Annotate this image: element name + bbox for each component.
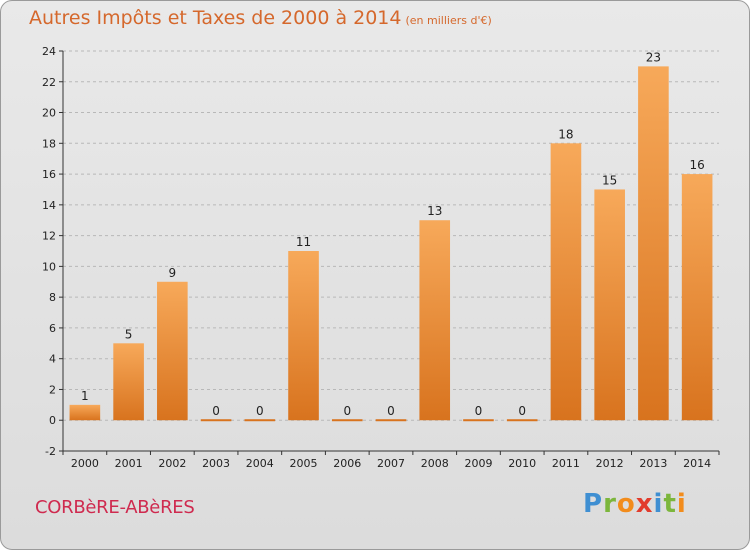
chart-title: Autres Impôts et Taxes de 2000 à 2014 (en… bbox=[29, 7, 492, 29]
x-tick-label: 2010 bbox=[508, 457, 536, 470]
bar bbox=[331, 419, 363, 422]
bar bbox=[375, 419, 407, 422]
x-tick-label: 2008 bbox=[421, 457, 449, 470]
y-tick-label: 24 bbox=[42, 45, 56, 58]
bar bbox=[550, 143, 582, 421]
y-tick-label: 14 bbox=[42, 199, 56, 212]
x-tick-label: 2005 bbox=[290, 457, 318, 470]
data-label: 11 bbox=[296, 235, 311, 249]
y-tick-label: -2 bbox=[45, 445, 56, 458]
x-tick-label: 2000 bbox=[71, 457, 99, 470]
data-label: 9 bbox=[169, 266, 177, 280]
bar bbox=[681, 174, 713, 421]
y-tick-label: 0 bbox=[49, 414, 56, 427]
data-label: 0 bbox=[387, 404, 395, 418]
chart-title-text: Autres Impôts et Taxes de 2000 à 2014 bbox=[29, 7, 402, 29]
x-tick-label: 2012 bbox=[596, 457, 624, 470]
data-label: 0 bbox=[475, 404, 483, 418]
x-tick-label: 2014 bbox=[683, 457, 711, 470]
bar bbox=[200, 419, 232, 422]
x-tick-label: 2006 bbox=[333, 457, 361, 470]
logo-letter: P bbox=[583, 489, 604, 519]
x-tick-label: 2004 bbox=[246, 457, 274, 470]
data-label: 1 bbox=[81, 389, 89, 403]
y-tick-label: 22 bbox=[42, 76, 56, 89]
data-label: 18 bbox=[558, 127, 573, 141]
bar bbox=[594, 189, 625, 421]
logo-letter: t bbox=[663, 489, 677, 519]
y-tick-label: 6 bbox=[49, 322, 56, 335]
bars bbox=[69, 66, 713, 422]
y-tick-label: 20 bbox=[42, 107, 56, 120]
data-label: 0 bbox=[212, 404, 220, 418]
bar bbox=[157, 281, 188, 421]
data-label: 13 bbox=[427, 204, 442, 218]
x-tick-label: 2002 bbox=[158, 457, 186, 470]
bar bbox=[463, 419, 494, 422]
y-tick-label: 10 bbox=[42, 260, 56, 273]
bar bbox=[288, 251, 319, 421]
y-tick-label: 2 bbox=[49, 383, 56, 396]
data-label: 0 bbox=[256, 404, 264, 418]
y-tick-label: 16 bbox=[42, 168, 56, 181]
data-label: 0 bbox=[343, 404, 351, 418]
proxiti-logo[interactable]: Proxiti bbox=[583, 489, 687, 519]
x-tick-label: 2011 bbox=[552, 457, 580, 470]
data-label: 23 bbox=[646, 50, 661, 64]
logo-letter: o bbox=[616, 489, 636, 519]
bar bbox=[419, 220, 451, 421]
bar bbox=[638, 66, 669, 421]
logo-letter: i bbox=[676, 489, 687, 519]
y-tick-label: 18 bbox=[42, 137, 56, 150]
x-tick-label: 2003 bbox=[202, 457, 230, 470]
x-tick-label: 2013 bbox=[639, 457, 667, 470]
x-tick-label: 2009 bbox=[464, 457, 492, 470]
bar bbox=[113, 343, 144, 421]
chart-subtitle: (en milliers d'€) bbox=[405, 14, 492, 27]
logo-letter: r bbox=[603, 489, 617, 519]
y-tick-label: 8 bbox=[49, 291, 56, 304]
x-tick-label: 2007 bbox=[377, 457, 405, 470]
bar bbox=[506, 419, 538, 422]
data-label: 15 bbox=[602, 173, 617, 187]
y-tick-label: 12 bbox=[42, 230, 56, 243]
commune-name: CORBèRE-ABèRES bbox=[35, 497, 195, 518]
data-label: 16 bbox=[689, 158, 704, 172]
data-label: 0 bbox=[518, 404, 526, 418]
bar bbox=[69, 404, 101, 421]
data-label: 5 bbox=[125, 327, 133, 341]
logo-letter: i bbox=[653, 489, 664, 519]
bar bbox=[244, 419, 276, 422]
logo-letter: x bbox=[635, 489, 654, 519]
y-tick-label: 4 bbox=[49, 353, 56, 366]
x-tick-label: 2001 bbox=[115, 457, 143, 470]
